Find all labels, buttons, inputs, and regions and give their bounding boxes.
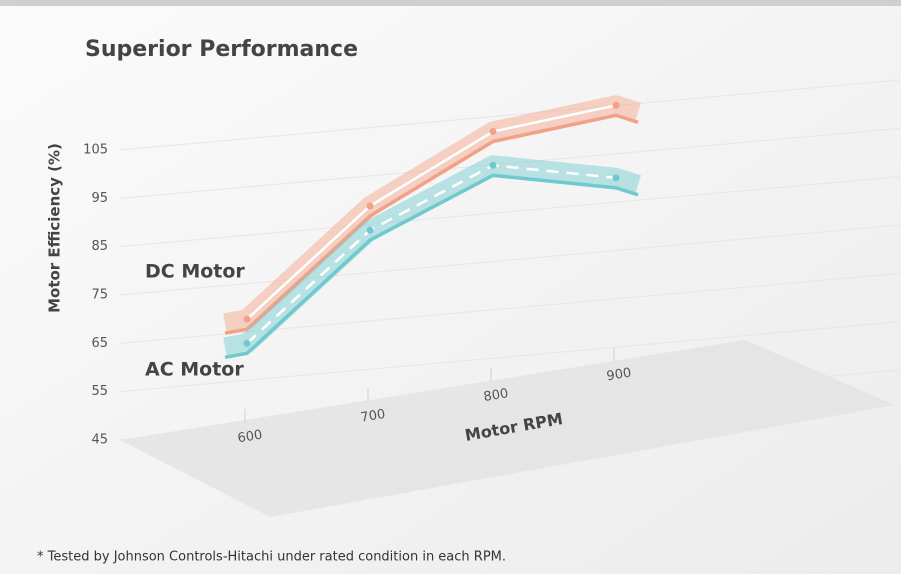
data-point: [243, 315, 251, 323]
grid-line: [119, 127, 901, 199]
series-band: [223, 155, 642, 358]
x-tick-label: 700: [360, 407, 387, 426]
y-axis-title: Motor Efficiency (%): [46, 143, 64, 313]
y-tick-label: 75: [91, 288, 108, 303]
x-tick-label: 800: [483, 386, 510, 405]
series-edge: [224, 113, 639, 335]
x-tick-label: 900: [606, 366, 633, 385]
chart-title: Superior Performance: [85, 37, 358, 62]
y-tick-label: 95: [91, 191, 108, 206]
grid-line: [119, 176, 901, 248]
y-tick-label: 85: [91, 239, 108, 254]
grid-line: [119, 224, 901, 296]
footnote: * Tested by Johnson Controls-Hitachi und…: [37, 550, 506, 565]
y-tick-label: 45: [91, 433, 108, 448]
series-line: [246, 104, 617, 321]
data-point: [366, 202, 374, 210]
data-point: [612, 101, 620, 109]
series-edge: [224, 173, 639, 360]
grid-line: [119, 321, 901, 393]
legend-label: DC Motor: [145, 261, 245, 283]
y-tick-label: 65: [91, 336, 108, 351]
legend-label: AC Motor: [145, 359, 244, 381]
grid-line: [119, 79, 901, 151]
top-bar: [0, 0, 901, 6]
data-point: [489, 128, 497, 135]
data-point: [243, 339, 251, 347]
data-point: [489, 161, 497, 169]
grid-line: [119, 369, 901, 441]
grid-line: [119, 272, 901, 344]
series-line: [246, 164, 617, 345]
y-tick-label: 55: [91, 384, 108, 399]
data-point: [612, 174, 620, 182]
plot: 45 55 65 75 85 95 105 600 700 800 900 DC Motor AC Mo…: [83, 79, 901, 448]
x-tick-label: 600: [237, 428, 264, 447]
data-point: [366, 226, 374, 234]
y-tick-label: 105: [83, 143, 108, 158]
floor: [120, 340, 895, 517]
